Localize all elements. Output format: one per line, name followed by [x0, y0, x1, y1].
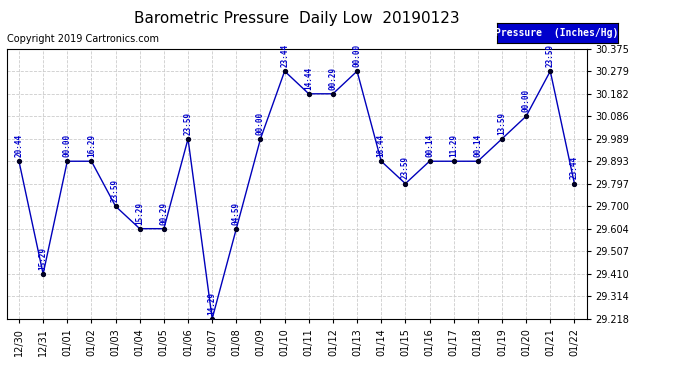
- Text: 15:29: 15:29: [39, 247, 48, 270]
- Text: 14:29: 14:29: [208, 291, 217, 315]
- Text: 00:00: 00:00: [522, 89, 531, 112]
- Text: 23:59: 23:59: [184, 111, 193, 135]
- Point: [62, 158, 73, 164]
- Text: 23:44: 23:44: [280, 44, 289, 67]
- Text: 11:29: 11:29: [449, 134, 458, 157]
- Text: 00:00: 00:00: [256, 111, 265, 135]
- Text: 00:14: 00:14: [425, 134, 434, 157]
- Point: [207, 316, 218, 322]
- Point: [182, 136, 193, 142]
- Text: 18:44: 18:44: [377, 134, 386, 157]
- Text: 16:29: 16:29: [87, 134, 96, 157]
- Text: 14:44: 14:44: [304, 66, 313, 90]
- Point: [375, 158, 386, 164]
- Text: 15:29: 15:29: [135, 201, 144, 225]
- Point: [37, 271, 48, 277]
- Point: [424, 158, 435, 164]
- Text: 23:59: 23:59: [111, 179, 120, 202]
- Text: 04:59: 04:59: [232, 201, 241, 225]
- Text: 23:44: 23:44: [570, 156, 579, 180]
- Text: 20:44: 20:44: [14, 134, 23, 157]
- Point: [279, 68, 290, 74]
- Text: 00:29: 00:29: [328, 66, 337, 90]
- Point: [569, 181, 580, 187]
- Text: Barometric Pressure  Daily Low  20190123: Barometric Pressure Daily Low 20190123: [134, 11, 460, 26]
- Point: [520, 113, 531, 119]
- Point: [303, 91, 314, 97]
- Point: [158, 226, 169, 232]
- Text: 13:59: 13:59: [497, 111, 506, 135]
- Point: [472, 158, 483, 164]
- Point: [545, 68, 556, 74]
- Text: 00:29: 00:29: [159, 201, 168, 225]
- Point: [448, 158, 460, 164]
- Point: [110, 203, 121, 209]
- Text: 23:59: 23:59: [401, 156, 410, 180]
- Point: [328, 91, 339, 97]
- Point: [230, 226, 241, 232]
- Point: [255, 136, 266, 142]
- Text: 00:00: 00:00: [353, 44, 362, 67]
- Point: [134, 226, 145, 232]
- Point: [14, 158, 25, 164]
- Point: [497, 136, 508, 142]
- Text: 00:14: 00:14: [473, 134, 482, 157]
- Point: [351, 68, 363, 74]
- Text: Pressure  (Inches/Hg): Pressure (Inches/Hg): [495, 28, 619, 38]
- Point: [400, 181, 411, 187]
- Text: 00:00: 00:00: [63, 134, 72, 157]
- Text: 23:59: 23:59: [546, 44, 555, 67]
- Point: [86, 158, 97, 164]
- Text: Copyright 2019 Cartronics.com: Copyright 2019 Cartronics.com: [7, 34, 159, 44]
